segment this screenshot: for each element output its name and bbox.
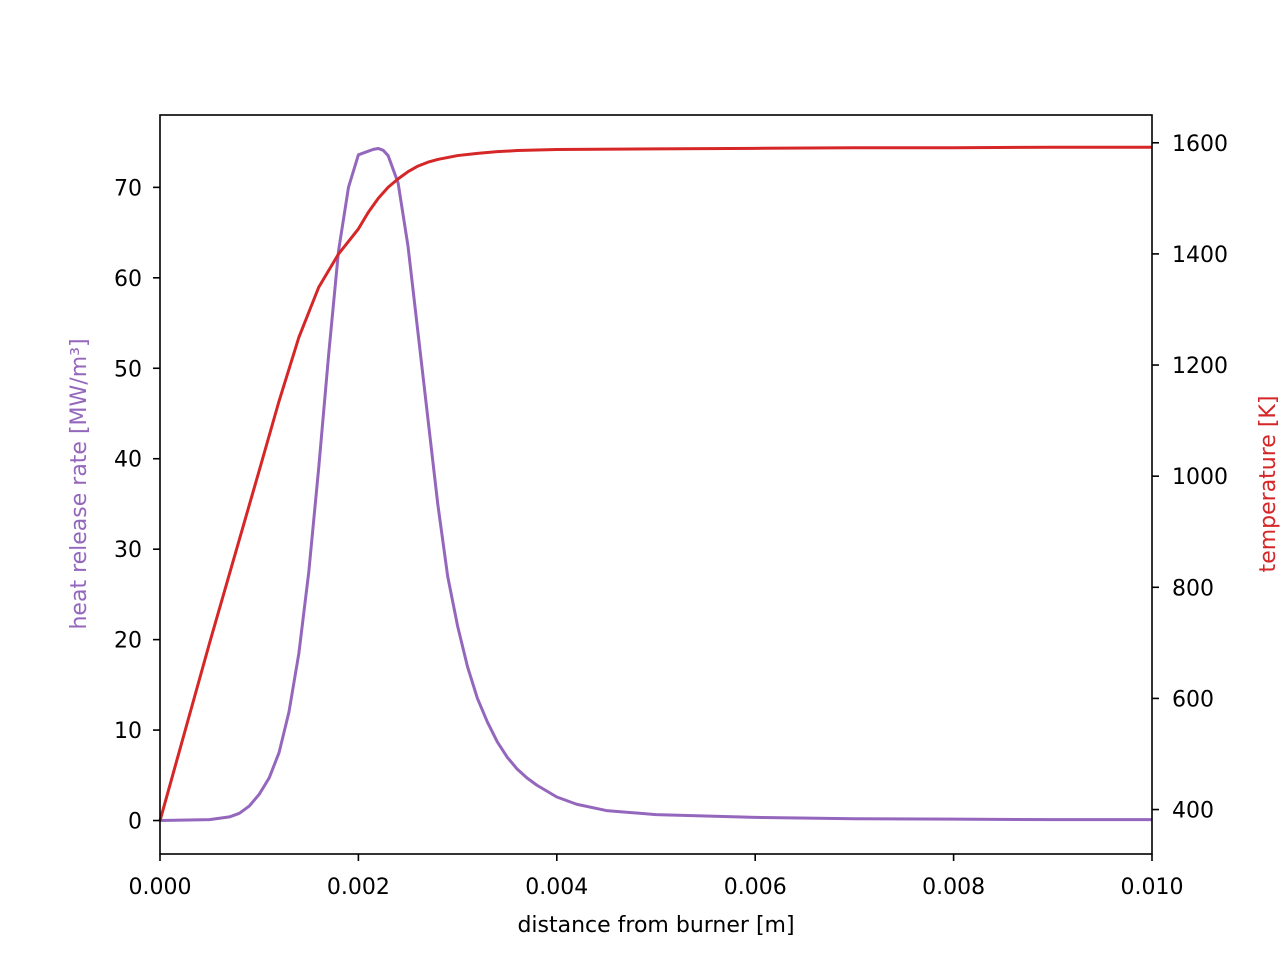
right-y-tick-label: 1600 [1172,132,1228,157]
right-y-tick-label: 1000 [1172,465,1228,490]
temperature-line [158,145,1152,822]
right-y-tick-label: 1200 [1172,354,1228,379]
right-y-axis: 400 600 800 1000 1200 1400 1600 [1152,132,1228,824]
right-y-axis-label: temperature [K] [1256,396,1280,573]
left-y-tick-label: 60 [114,267,142,292]
right-y-tick-label: 1400 [1172,243,1228,268]
left-y-tick-label: 70 [114,176,142,201]
right-y-tick-label: 600 [1172,687,1214,712]
x-tick-label: 0.008 [922,875,985,900]
left-y-tick-label: 0 [128,810,142,835]
left-y-tick-label: 40 [114,448,142,473]
left-y-tick-label: 20 [114,629,142,654]
x-tick-label: 0.006 [724,875,787,900]
left-y-tick-label: 10 [114,719,142,744]
left-y-axis: 0 10 20 30 40 50 60 70 [114,176,160,835]
plot-frame [159,114,1153,855]
left-y-tick-label: 50 [114,357,142,382]
right-y-tick-label: 400 [1172,799,1214,824]
x-axis: 0.000 0.002 0.004 0.006 0.008 0.010 [129,854,1184,900]
right-y-tick-label: 800 [1172,576,1214,601]
left-y-tick-label: 30 [114,538,142,563]
series-layer [158,145,1152,823]
x-tick-label: 0.010 [1121,875,1184,900]
x-tick-label: 0.002 [327,875,390,900]
x-tick-label: 0.004 [525,875,588,900]
x-axis-label: distance from burner [m] [517,913,794,938]
left-y-axis-label: heat release rate [MW/m³] [67,338,92,629]
heat-release-line [159,146,1152,823]
x-tick-label: 0.000 [129,875,192,900]
